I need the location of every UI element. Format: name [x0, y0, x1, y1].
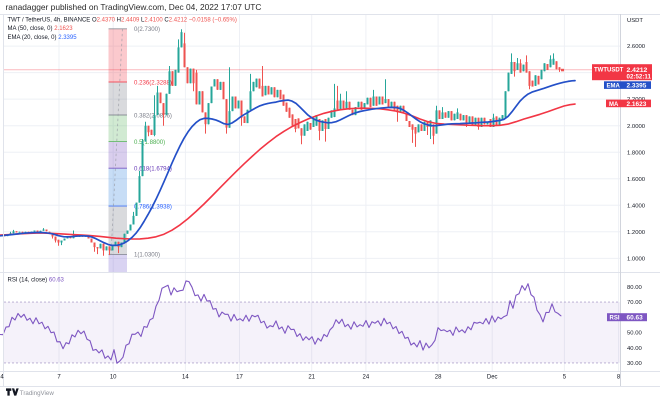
svg-text:1.8000: 1.8000	[627, 150, 646, 156]
svg-text:Dec: Dec	[487, 374, 498, 380]
svg-text:5: 5	[563, 374, 567, 380]
svg-text:14: 14	[182, 374, 189, 380]
svg-text:80.00: 80.00	[627, 285, 642, 291]
svg-text:USDT: USDT	[627, 18, 643, 24]
svg-text:2.3395: 2.3395	[627, 82, 647, 89]
svg-text:RSI (14, close) 60.63: RSI (14, close) 60.63	[8, 278, 65, 284]
svg-text:0.618(1.6794): 0.618(1.6794)	[134, 166, 172, 173]
svg-text:30.00: 30.00	[627, 361, 642, 367]
svg-text:2.6000: 2.6000	[627, 44, 646, 50]
svg-text:60.63: 60.63	[627, 315, 644, 322]
svg-text:1.0000: 1.0000	[627, 257, 646, 263]
svg-text:02:52:11: 02:52:11	[627, 74, 652, 81]
svg-text:1.2000: 1.2000	[627, 230, 646, 236]
svg-text:EMA: EMA	[607, 83, 621, 89]
svg-text:50.00: 50.00	[627, 331, 642, 337]
svg-text:28: 28	[435, 374, 442, 380]
svg-text:24: 24	[363, 374, 370, 380]
svg-text:MA: MA	[609, 102, 619, 108]
svg-text:ranadagger published on Tradin: ranadagger published on TradingView.com,…	[6, 2, 262, 12]
svg-text:2.0000: 2.0000	[627, 124, 646, 130]
svg-text:RSI: RSI	[610, 316, 620, 322]
svg-text:4: 4	[0, 374, 4, 380]
svg-text:0(2.7300): 0(2.7300)	[134, 26, 160, 33]
svg-text:2.4212: 2.4212	[627, 67, 648, 74]
svg-text:8: 8	[617, 374, 621, 380]
svg-text:0.236(2.3288): 0.236(2.3288)	[134, 79, 172, 86]
svg-text:EMA (20, close, 0) 2.3395: EMA (20, close, 0) 2.3395	[8, 35, 78, 41]
svg-text:TradingView: TradingView	[20, 390, 55, 397]
svg-text:TWT / TetherUS, 4h, BINANCE O2: TWT / TetherUS, 4h, BINANCE O2.4370 H2.4…	[8, 18, 237, 24]
svg-text:MA (50, close, 0) 2.1623: MA (50, close, 0) 2.1623	[8, 26, 74, 32]
svg-text:1.6000: 1.6000	[627, 177, 646, 183]
svg-text:21: 21	[308, 374, 315, 380]
svg-text:TWTUSDT: TWTUSDT	[594, 68, 624, 74]
svg-text:40.00: 40.00	[627, 346, 642, 352]
svg-text:0.382(2.0806): 0.382(2.0806)	[134, 112, 172, 119]
svg-text:1.4000: 1.4000	[627, 203, 646, 209]
svg-text:17: 17	[236, 374, 243, 380]
svg-text:70.00: 70.00	[627, 300, 642, 306]
svg-text:1(1.0300): 1(1.0300)	[134, 252, 160, 259]
svg-text:10: 10	[110, 374, 117, 380]
svg-text:0.5(1.8800): 0.5(1.8800)	[134, 139, 165, 146]
svg-text:7: 7	[57, 374, 61, 380]
svg-text:2.1623: 2.1623	[627, 101, 647, 108]
